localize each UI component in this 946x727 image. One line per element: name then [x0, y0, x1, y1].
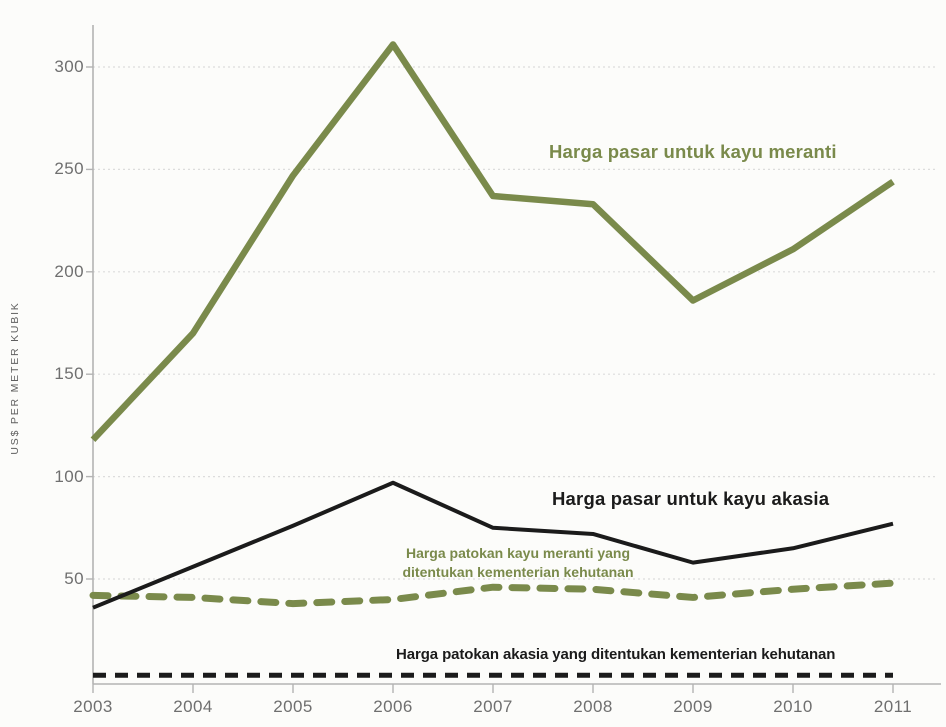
x-tick-label-2006: 2006	[373, 697, 413, 716]
x-tick-label-2003: 2003	[73, 697, 113, 716]
x-tick-label-2008: 2008	[573, 697, 613, 716]
x-tick-label-2009: 2009	[673, 697, 713, 716]
x-tick-label-2011: 2011	[873, 697, 913, 716]
series-label-meranti-market: Harga pasar untuk kayu meranti	[549, 141, 837, 162]
series-label-meranti-patokan-line2: ditentukan kementerian kehutanan	[402, 564, 634, 580]
series-line-meranti-patokan	[89, 579, 897, 608]
series-line-meranti-market	[90, 41, 895, 442]
y-tick-label-50: 50	[64, 569, 84, 588]
y-tick-label-100: 100	[54, 466, 84, 486]
series-label-meranti-patokan: Harga patokan kayu meranti yang ditentuk…	[372, 544, 664, 582]
y-tick-label-250: 250	[54, 159, 84, 179]
y-axis-title: US$ PER METER KUBIK	[9, 301, 21, 455]
series-line-akasia-market	[92, 480, 894, 610]
x-tick-label-2007: 2007	[473, 697, 513, 716]
x-tick-label-2005: 2005	[273, 697, 313, 716]
series-label-akasia-market: Harga pasar untuk kayu akasia	[552, 488, 830, 509]
y-tick-label-300: 300	[54, 57, 84, 76]
y-tick-label-200: 200	[54, 261, 84, 281]
y-tick-label-150: 150	[54, 364, 84, 384]
x-tick-label-2010: 2010	[773, 697, 813, 716]
series-label-akasia-patokan: Harga patokan akasia yang ditentukan kem…	[396, 646, 836, 663]
x-tick-label-2004: 2004	[173, 697, 213, 716]
series-label-meranti-patokan-line1: Harga patokan kayu meranti yang	[405, 545, 631, 561]
